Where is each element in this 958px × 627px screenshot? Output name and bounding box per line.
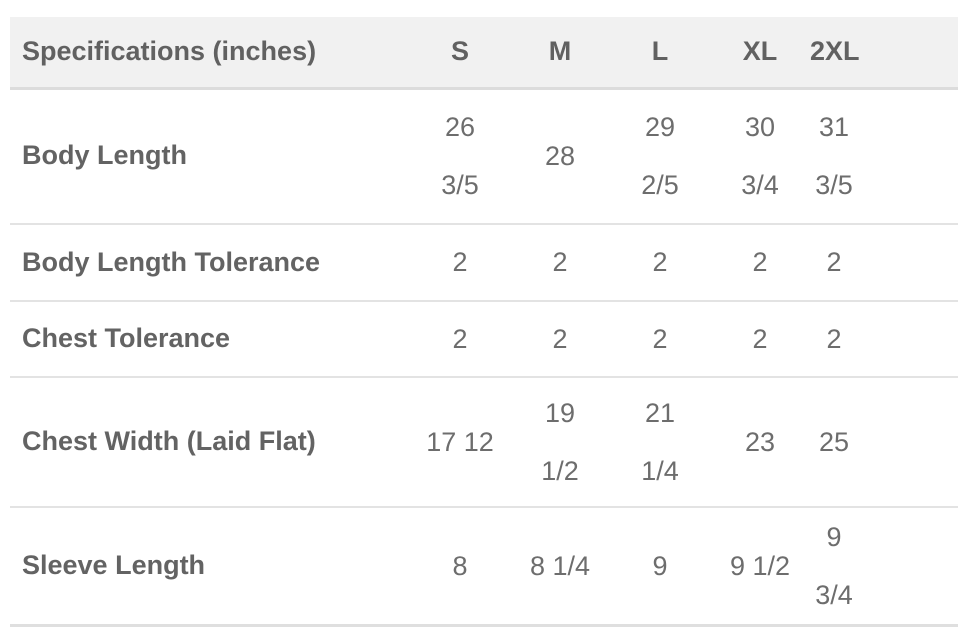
spec-cell: 2 [810,301,858,378]
spec-cell: 2 [810,224,858,302]
spec-cell: 29 2/5 [610,88,710,225]
spec-cell: 2 [710,301,810,378]
row-label: Sleeve Length [10,507,410,627]
spec-cell: 2 [610,301,710,378]
size-specifications-section: Specifications (inches) S M L XL 2XL Bod… [10,17,958,627]
spec-cell: 2 [510,301,610,378]
spec-cell: 2 [710,224,810,302]
spacer-cell [858,377,958,508]
header-spec-label: Specifications (inches) [10,17,410,90]
header-size-s: S [410,17,510,90]
header-size-2xl: 2XL [810,17,860,90]
table-row-sleeve-length: Sleeve Length 8 8 1/4 9 9 1/2 9 3/4 [10,507,958,627]
spec-cell: 9 [610,507,710,627]
table-row-body-length-tolerance: Body Length Tolerance 2 2 2 2 2 [10,224,958,302]
spec-cell: 9 1/2 [710,507,810,627]
row-label: Body Length [10,88,410,225]
spec-cell: 8 [410,507,510,627]
row-label: Body Length Tolerance [10,224,410,302]
spec-cell: 26 3/5 [410,88,510,225]
spec-cell: 17 12 [410,377,510,508]
table-row-body-length: Body Length 26 3/5 28 29 2/5 30 3/4 31 3… [10,88,958,225]
spec-cell: 9 3/4 [810,507,858,627]
table-row-chest-width: Chest Width (Laid Flat) 17 12 19 1/2 21 … [10,377,958,508]
spec-cell: 23 [710,377,810,508]
spec-cell: 19 1/2 [510,377,610,508]
spec-cell: 30 3/4 [710,88,810,225]
size-spec-table: Specifications (inches) S M L XL 2XL Bod… [10,17,958,627]
spec-cell: 28 [510,88,610,225]
spec-cell: 8 1/4 [510,507,610,627]
spec-cell: 2 [410,224,510,302]
header-spacer-cell [858,17,958,90]
table-row-chest-tolerance: Chest Tolerance 2 2 2 2 2 [10,301,958,378]
header-size-m: M [510,17,610,90]
spacer-cell [858,88,958,225]
spec-cell: 21 1/4 [610,377,710,508]
spacer-cell [858,507,958,627]
spec-cell: 2 [610,224,710,302]
header-size-l: L [610,17,710,90]
spec-cell: 31 3/5 [810,88,858,225]
spacer-cell [858,301,958,378]
spec-cell: 2 [410,301,510,378]
header-size-xl: XL [710,17,810,90]
spec-cell: 2 [510,224,610,302]
spec-cell: 25 [810,377,858,508]
row-label: Chest Tolerance [10,301,410,378]
spacer-cell [858,224,958,302]
row-label: Chest Width (Laid Flat) [10,377,410,508]
spec-table-header-row: Specifications (inches) S M L XL 2XL [10,17,958,90]
